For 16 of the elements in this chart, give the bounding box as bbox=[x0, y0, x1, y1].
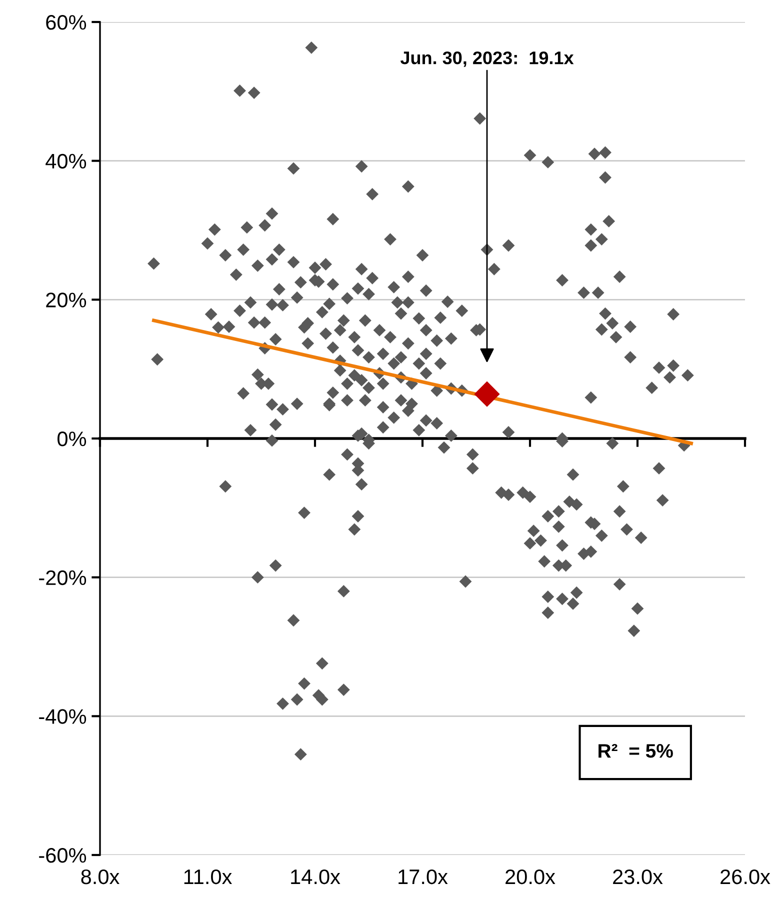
x-tick-label: 23.0x bbox=[613, 869, 663, 884]
x-tick-label: 20.0x bbox=[506, 869, 556, 884]
annotation: Jun. 30, 2023: 19.1x bbox=[400, 51, 574, 67]
x-tick-label: 17.0x bbox=[398, 869, 448, 884]
y-tick-label: 20% bbox=[46, 292, 86, 308]
y-tick-label: 0% bbox=[58, 432, 86, 446]
x-tick-label: 26.0x bbox=[720, 869, 770, 884]
y-tick-label: -60% bbox=[39, 848, 86, 863]
x-tick-label: 8.0x bbox=[81, 869, 120, 884]
y-tick-label: 60% bbox=[46, 15, 86, 30]
y-tick-label: 40% bbox=[46, 154, 86, 169]
y-tick-label: -40% bbox=[39, 709, 86, 724]
annotation: R² = 5% bbox=[598, 744, 673, 758]
x-tick-label: 14.0x bbox=[291, 869, 340, 884]
y-tick-label: -20% bbox=[39, 570, 86, 586]
x-tick-label: 11.0x bbox=[184, 869, 232, 884]
